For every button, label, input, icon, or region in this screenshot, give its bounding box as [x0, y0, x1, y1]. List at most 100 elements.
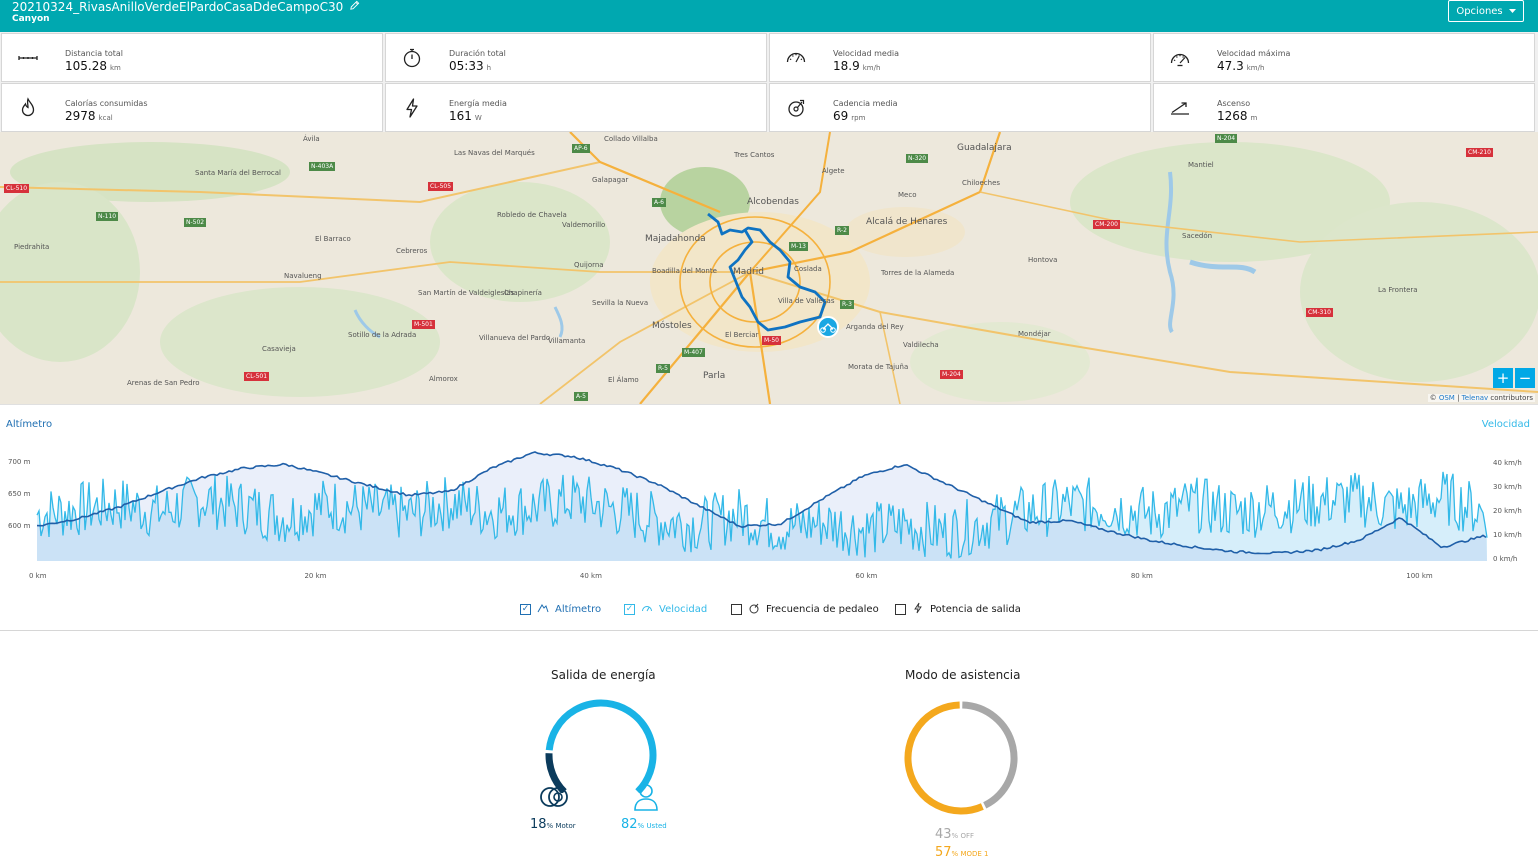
stat-card-calories: Calorías consumidas 2978 kcal	[1, 83, 383, 132]
options-button[interactable]: Opciones	[1448, 0, 1524, 22]
stat-label: Velocidad media	[833, 49, 900, 58]
mode1-percent: 57% MODE 1	[935, 845, 989, 860]
map-place-label: Collado Villalba	[604, 135, 658, 143]
map-place-label: Arganda del Rey	[846, 323, 904, 331]
lightning-icon	[400, 96, 424, 120]
motor-icon	[537, 783, 573, 815]
map-place-label: Parla	[703, 371, 726, 381]
altimetro-checkbox[interactable]: ✓	[520, 604, 531, 615]
elevation-speed-chart: Altímetro Velocidad 700 m 650 m 600 m 40 km…	[0, 404, 1538, 630]
x-tick: 40 km	[580, 572, 602, 580]
map-road-shield: CM-200	[1093, 220, 1120, 229]
y-tick-left: 600 m	[8, 522, 31, 530]
map-place-label: Villa de Vallecas	[778, 297, 835, 305]
map-place-label: Madrid	[733, 267, 764, 277]
off-percent: 43% OFF	[935, 827, 974, 842]
map-place-label: El Álamo	[608, 376, 639, 384]
stat-value: 18.9 km/h	[833, 59, 881, 73]
map-place-label: Arenas de San Pedro	[127, 379, 200, 387]
osm-link[interactable]: OSM	[1438, 394, 1455, 402]
map-place-label: El Berciar	[725, 331, 759, 339]
motor-percent: 18% Motor	[530, 817, 576, 832]
legend-label: Velocidad	[659, 604, 708, 615]
ride-title-text: 20210324_RivasAnilloVerdeElPardoCasaDdeC…	[12, 0, 344, 14]
stat-value: 47.3 km/h	[1217, 59, 1265, 73]
ride-title: 20210324_RivasAnilloVerdeElPardoCasaDdeC…	[12, 0, 360, 14]
map-place-label: Chapinería	[504, 289, 542, 297]
options-label: Opciones	[1456, 5, 1503, 17]
stat-value: 161 W	[449, 109, 482, 123]
velocidad-checkbox[interactable]: ✓	[624, 604, 635, 615]
map-canvas[interactable]	[0, 132, 1538, 404]
map-road-shield: A-6	[652, 198, 666, 207]
caret-down-icon	[1508, 6, 1516, 17]
legend-cadencia[interactable]: Frecuencia de pedaleo	[731, 602, 879, 617]
stat-value: 69 rpm	[833, 109, 866, 123]
chart-right-title: Velocidad	[1481, 419, 1530, 430]
map-road-shield: CM-310	[1306, 308, 1333, 317]
section-divider	[0, 630, 1538, 631]
mode1-arc	[904, 701, 984, 815]
summary-panels: Salida de energía 18% Motor 82% Usted Mo…	[0, 631, 1538, 865]
stat-label: Energía media	[449, 99, 507, 108]
stat-card-ascent: Ascenso 1268 m	[1153, 83, 1535, 132]
map-place-label: San Martín de Valdeiglesias	[418, 289, 515, 297]
map-place-label: El Barraco	[315, 235, 351, 243]
stat-card-duration: Duración total 05:33 h	[385, 33, 767, 82]
user-arc	[545, 699, 657, 793]
map-place-label: Morata de Tajuña	[848, 363, 909, 371]
map-road-shield: R-5	[656, 364, 670, 373]
route-map[interactable]: Ávila Las Navas del Marqués Collado Villal…	[0, 132, 1538, 404]
map-place-label: Villamanta	[548, 337, 586, 345]
altitude-line	[36, 451, 1487, 555]
map-place-label: Guadalajara	[957, 143, 1012, 153]
user-icon	[630, 781, 662, 817]
stat-value: 1268 m	[1217, 109, 1258, 123]
map-place-label: Tres Cantos	[734, 151, 775, 159]
ascent-icon	[1168, 96, 1192, 120]
map-place-label: Mondéjar	[1018, 330, 1051, 338]
zoom-out-button[interactable]: −	[1515, 368, 1535, 388]
stat-label: Duración total	[449, 49, 506, 58]
stat-value: 105.28 km	[65, 59, 121, 73]
legend-potencia[interactable]: Potencia de salida	[895, 602, 1021, 617]
y-tick-left: 700 m	[8, 458, 31, 466]
cadence-icon	[784, 96, 808, 120]
chart-plot[interactable]: 700 m 650 m 600 m 40 km/h 30 km/h 20 km/h 10 k…	[0, 405, 1538, 595]
stat-label: Cadencia media	[833, 99, 898, 108]
map-road-shield: A-5	[574, 392, 588, 401]
zoom-in-button[interactable]: +	[1493, 368, 1513, 388]
map-road-shield: N-110	[96, 212, 119, 221]
map-road-shield: CM-210	[1466, 148, 1493, 157]
chart-left-title: Altímetro	[6, 419, 53, 430]
map-place-label: Coslada	[794, 265, 822, 273]
map-place-label: Valdemorillo	[562, 221, 606, 229]
map-place-label: Alcalá de Henares	[866, 217, 948, 227]
map-place-label: Torres de la Alameda	[881, 269, 955, 277]
legend-altimetro[interactable]: ✓ Altímetro	[520, 602, 601, 617]
map-place-label: Sevilla la Nueva	[592, 299, 649, 307]
edit-pencil-icon[interactable]	[349, 0, 360, 14]
y-tick-right: 30 km/h	[1493, 483, 1522, 491]
map-place-label: Robledo de Chavela	[497, 211, 567, 219]
y-tick-right: 40 km/h	[1493, 459, 1522, 467]
map-road-shield: N-204	[1215, 134, 1238, 143]
legend-velocidad[interactable]: ✓ Velocidad	[624, 602, 707, 617]
cadence-legend-icon	[748, 602, 760, 617]
map-road-shield: M-501	[412, 320, 435, 329]
potencia-checkbox[interactable]	[895, 604, 906, 615]
map-road-shield: CL-505	[428, 182, 454, 191]
map-place-label: Algete	[822, 167, 845, 175]
stat-card-avg-speed: Velocidad media 18.9 km/h	[769, 33, 1151, 82]
map-place-label: Hontova	[1028, 256, 1058, 264]
cadencia-checkbox[interactable]	[731, 604, 742, 615]
stat-card-distance: Distancia total 105.28 km	[1, 33, 383, 82]
map-place-label: Las Navas del Marqués	[454, 149, 535, 157]
assist-donut	[904, 701, 1018, 815]
stat-label: Ascenso	[1217, 99, 1251, 108]
telenav-link[interactable]: Telenav	[1461, 394, 1489, 402]
user-percent: 82% Usted	[621, 817, 667, 832]
max-speed-icon	[1168, 46, 1192, 70]
stat-card-avg-power: Energía media 161 W	[385, 83, 767, 132]
x-tick: 60 km	[855, 572, 877, 580]
